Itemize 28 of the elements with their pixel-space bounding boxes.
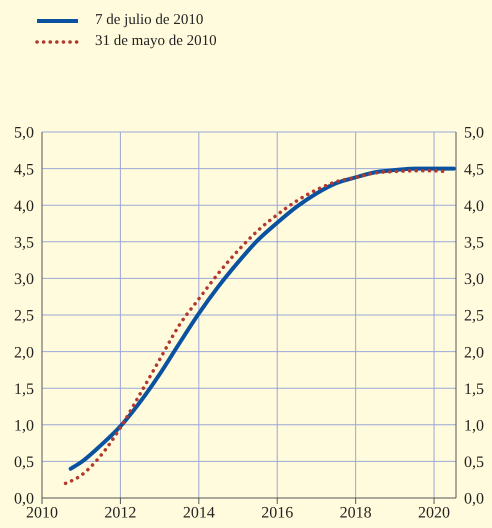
legend-label: 31 de mayo de 2010 (95, 33, 217, 50)
x-tick-label: 2012 (104, 504, 136, 522)
y2-tick-label: 0,5 (464, 454, 484, 472)
x-tick-label: 2014 (182, 504, 215, 522)
y-tick-label: 2,0 (14, 344, 34, 362)
y2-tick-label: 1,0 (464, 417, 484, 434)
y2-tick-label: 4,5 (464, 161, 484, 178)
y-tick-label: 2,5 (14, 308, 34, 325)
y2-tick-label: 0,0 (464, 490, 484, 508)
y-tick-label: 4,0 (14, 198, 34, 215)
y2-tick-label: 5,0 (464, 124, 484, 142)
y2-tick-label: 4,0 (464, 198, 484, 215)
x-tick-label: 2020 (418, 504, 450, 522)
y-tick-label: 4,5 (14, 161, 34, 178)
y-tick-label: 1,5 (14, 380, 34, 398)
y2-tick-label: 3,0 (464, 271, 484, 288)
y2-tick-label: 1,5 (464, 380, 484, 398)
y2-tick-label: 2,5 (464, 308, 484, 325)
y-tick-label: 1,0 (14, 417, 34, 434)
y-tick-label: 3,5 (14, 234, 34, 252)
y-tick-label: 3,0 (14, 271, 34, 288)
y2-tick-label: 3,5 (464, 234, 484, 252)
y-tick-label: 0,5 (14, 454, 34, 472)
y-tick-label: 5,0 (14, 124, 34, 142)
x-tick-label: 2018 (340, 504, 372, 522)
x-tick-label: 2016 (261, 504, 294, 522)
legend-label: 7 de julio de 2010 (95, 12, 204, 29)
y2-tick-label: 2,0 (464, 344, 484, 362)
